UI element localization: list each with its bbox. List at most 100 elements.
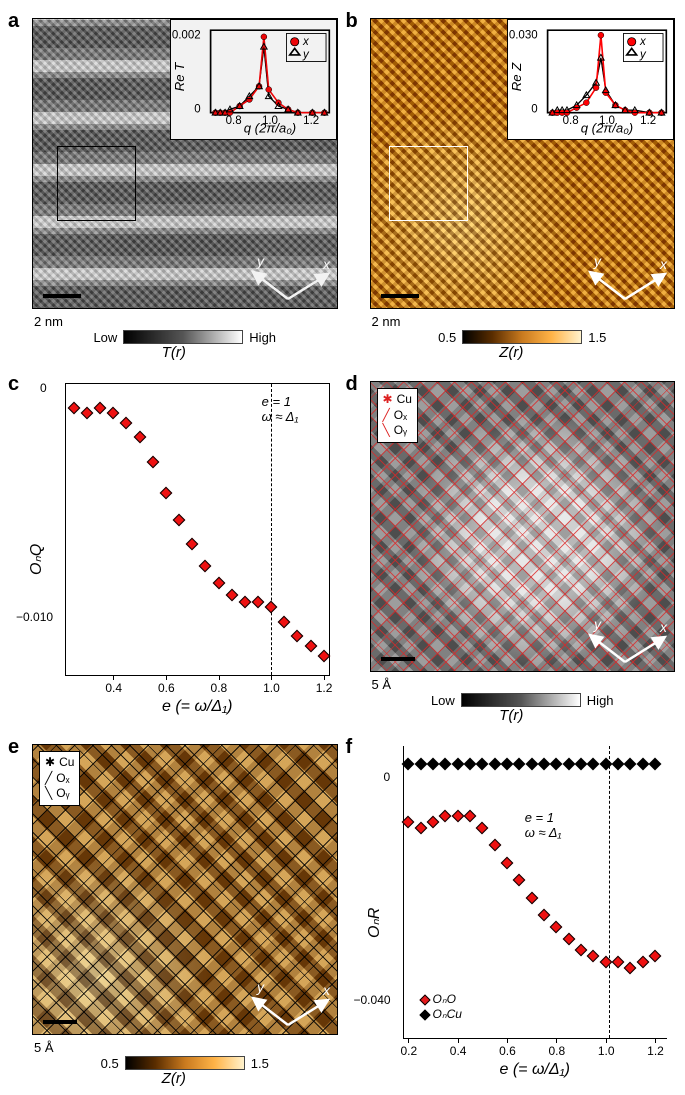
scalebar-b — [381, 294, 419, 298]
colorbar-d — [461, 693, 581, 707]
data-marker — [525, 891, 538, 904]
data-marker — [550, 921, 563, 934]
ytick-c-1: −0.010 — [16, 610, 53, 624]
data-marker — [587, 757, 600, 770]
data-marker — [317, 649, 330, 662]
svg-text:0.8: 0.8 — [225, 115, 241, 127]
panel-label-f: f — [346, 736, 353, 759]
data-marker — [624, 757, 637, 770]
xy-arrows-d: x y — [580, 607, 670, 667]
ytick-f-0: 0 — [384, 770, 391, 784]
colorbar-e — [125, 1056, 245, 1070]
xtick-label: 0.8 — [548, 1044, 565, 1058]
svg-text:Re T: Re T — [172, 62, 187, 92]
data-marker — [173, 513, 186, 526]
data-marker — [252, 596, 265, 609]
data-marker — [439, 757, 452, 770]
delta1-line-f — [609, 746, 610, 1038]
colorbar-title-e: Z(r) — [10, 1070, 338, 1087]
colorbar-title-a: T(r) — [10, 344, 338, 361]
data-marker — [538, 909, 551, 922]
annot-c: e = 1 ω ≈ Δ₁ — [262, 394, 299, 424]
colorbar-title-b: Z(r) — [348, 344, 676, 361]
colorbar-low-b: 0.5 — [438, 330, 456, 345]
data-marker — [291, 630, 304, 643]
ytick-c-0: 0 — [40, 381, 47, 395]
lattice-legend-e: ✱Cu ╱Oₓ ╲Oᵧ — [39, 751, 80, 806]
panel-label-b: b — [346, 10, 358, 33]
data-marker — [488, 839, 501, 852]
panel-label-d: d — [346, 373, 358, 396]
data-marker — [513, 757, 526, 770]
data-marker — [68, 402, 81, 415]
xtick-label: 0.4 — [105, 681, 122, 695]
data-marker — [476, 821, 489, 834]
data-marker — [304, 640, 317, 653]
lattice-legend-d: ✱Cu ╱Oₓ ╲Oᵧ — [377, 388, 418, 443]
data-marker — [186, 538, 199, 551]
colorbar-high-e: 1.5 — [251, 1056, 269, 1071]
svg-text:y: y — [256, 979, 265, 995]
data-marker — [120, 416, 133, 429]
svg-text:0.030: 0.030 — [509, 29, 538, 41]
svg-text:x: x — [322, 256, 331, 272]
data-marker — [212, 576, 225, 589]
panel-b: b x y Re Z q (2π/a₀) 0.030 0 0.8 1.0 — [348, 12, 676, 357]
data-marker — [649, 757, 662, 770]
stm-image-d: ✱Cu ╱Oₓ ╲Oᵧ x y — [370, 381, 676, 672]
data-marker — [414, 821, 427, 834]
colorbar-a — [123, 330, 243, 344]
xlabel-f: e (= ω/Δ₁) — [403, 1061, 668, 1079]
colorbar-high-b: 1.5 — [588, 330, 606, 345]
scalebar-e — [43, 1020, 77, 1024]
svg-text:x: x — [659, 256, 668, 272]
roi-box-b — [389, 146, 468, 221]
data-marker — [238, 596, 251, 609]
inset-b: Re Z q (2π/a₀) 0.030 0 0.8 1.0 1.2 x y — [507, 19, 674, 140]
data-marker — [575, 944, 588, 957]
xtick-label: 1.2 — [316, 681, 333, 695]
panel-label-a: a — [8, 10, 19, 33]
data-marker — [636, 956, 649, 969]
data-marker — [225, 589, 238, 602]
svg-text:1.2: 1.2 — [303, 115, 319, 127]
xy-arrows-b: x y — [580, 244, 670, 304]
data-marker — [451, 810, 464, 823]
svg-text:y: y — [593, 253, 602, 269]
svg-text:x: x — [659, 619, 668, 635]
data-marker — [612, 956, 625, 969]
data-marker — [599, 956, 612, 969]
data-marker — [562, 932, 575, 945]
data-marker — [81, 407, 94, 420]
data-marker — [476, 757, 489, 770]
data-marker — [501, 856, 514, 869]
svg-text:1.0: 1.0 — [599, 115, 615, 127]
data-marker — [107, 407, 120, 420]
xtick-label: 0.2 — [400, 1044, 417, 1058]
data-marker — [160, 487, 173, 500]
svg-text:Re Z: Re Z — [509, 62, 524, 92]
colorbar-title-d: T(r) — [348, 707, 676, 724]
scalebar-a — [43, 294, 81, 298]
roi-box-a — [57, 146, 136, 221]
stm-image-b: x y Re Z q (2π/a₀) 0.030 0 0.8 1.0 1.2 — [370, 18, 676, 309]
svg-text:1.0: 1.0 — [262, 115, 278, 127]
data-marker — [550, 757, 563, 770]
data-marker — [199, 560, 212, 573]
data-marker — [587, 950, 600, 963]
panel-f: f e = 1 ω ≈ Δ₁ OₙO OₙCu 0.20.40.60.81.01… — [348, 738, 676, 1083]
ytick-f-1: −0.040 — [354, 993, 391, 1007]
inset-plot-a: Re T q (2π/a₀) 0.002 0 0.8 1.0 1.2 x y — [171, 20, 336, 139]
colorbar-low-d: Low — [431, 693, 455, 708]
svg-text:y: y — [256, 253, 265, 269]
xtick-label: 0.8 — [211, 681, 228, 695]
colorbar-high-d: High — [587, 693, 614, 708]
scalebar-d — [381, 657, 415, 661]
colorbar-b — [462, 330, 582, 344]
data-marker — [624, 962, 637, 975]
data-marker — [146, 455, 159, 468]
data-marker — [133, 431, 146, 444]
panel-c: c e = 1 ω ≈ Δ₁ 0.40.60.81.01.2 OₙQ e (= … — [10, 375, 338, 720]
panel-a: a x y Re T q (2π/a₀) 0.002 0 0.8 — [10, 12, 338, 357]
xtick-label: 1.0 — [598, 1044, 615, 1058]
